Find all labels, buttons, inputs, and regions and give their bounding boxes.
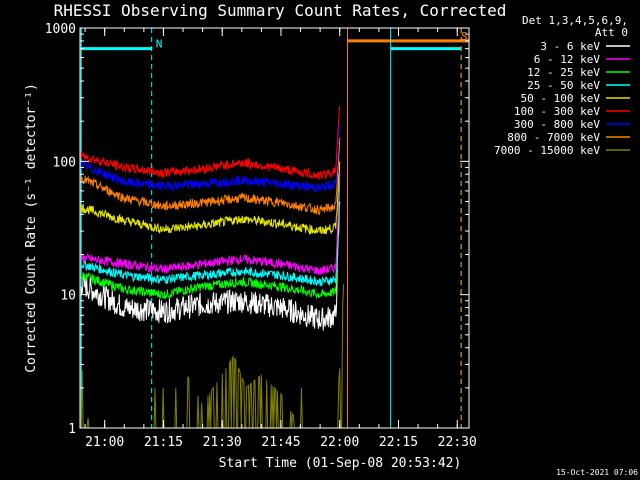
chart-title: RHESSI Observing Summary Count Rates, Co… (54, 1, 507, 20)
x-tick-label-2230: 22:30 (438, 435, 477, 450)
legend-label-5: 100 - 300 keV (514, 105, 600, 118)
series-line-3 (80, 174, 341, 287)
y-tick-label-10: 10 (60, 289, 76, 304)
x-tick-label-2130: 21:30 (203, 435, 242, 450)
legend-label-8: 7000 - 15000 keV (494, 144, 600, 157)
legend-header-line-2: Att 0 (595, 26, 628, 39)
series-line-5 (80, 105, 341, 180)
legend-label-2: 12 - 25 keV (527, 66, 600, 79)
series-line-7 (80, 137, 341, 216)
x-axis-label: Start Time (01-Sep-08 20:53:42) (219, 456, 462, 471)
legend-label-1: 6 - 12 keV (534, 53, 601, 66)
y-axis-label: Corrected Count Rate (s⁻¹ detector⁻¹) (24, 83, 39, 373)
x-tick-label-2100: 21:00 (85, 435, 124, 450)
series-line-2 (80, 181, 341, 300)
state-bar-label-1: S (461, 30, 468, 43)
plot-marks: NS (80, 28, 469, 430)
y-tick-label-1: 1 (68, 422, 76, 437)
series-line-1 (80, 167, 341, 275)
legend-label-7: 800 - 7000 keV (507, 131, 600, 144)
legend-label-6: 300 - 800 keV (514, 118, 600, 131)
legend-label-0: 3 - 6 keV (540, 40, 600, 53)
legend-label-4: 50 - 100 keV (521, 92, 601, 105)
y-tick-label-100: 100 (53, 155, 76, 170)
series-line-4 (80, 161, 341, 236)
x-tick-label-2215: 22:15 (379, 435, 418, 450)
x-tick-label-2145: 21:45 (261, 435, 300, 450)
plot-frame (79, 27, 470, 429)
x-tick-label-2115: 21:15 (144, 435, 183, 450)
state-bar-label-0: N (156, 38, 163, 51)
x-tick-label-2200: 22:00 (320, 435, 359, 450)
series-line-6 (80, 124, 341, 194)
legend-header-line-1: Det 1,3,4,5,6,9, (522, 14, 628, 27)
footer-timestamp: 15-Oct-2021 07:06 (556, 468, 638, 477)
series-line-0 (80, 201, 341, 331)
y-tick-label-1000: 1000 (45, 22, 76, 37)
legend-label-3: 25 - 50 keV (527, 79, 600, 92)
axes: 1 10 100 1000 21:00 21:15 21:30 21:45 22:00 22:15… (45, 22, 477, 450)
